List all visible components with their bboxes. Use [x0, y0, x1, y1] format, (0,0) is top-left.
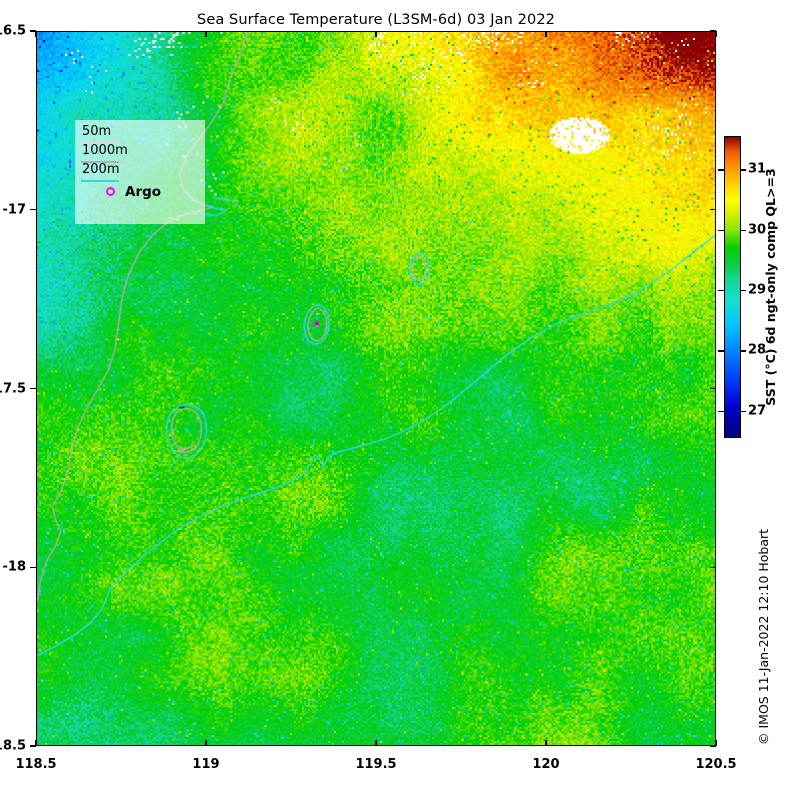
colorbar-tick-label: 30	[748, 222, 767, 238]
legend-line-50m	[81, 142, 119, 144]
x-axis-tick	[375, 740, 377, 746]
colorbar-gradient	[725, 137, 740, 437]
y-axis-tick-label: -18.5	[0, 738, 26, 754]
x-axis-tick	[35, 740, 37, 746]
y-axis-tick	[30, 209, 36, 211]
y-axis-tick	[30, 387, 36, 390]
x-axis-tick-label: 119.5	[355, 757, 397, 772]
figure-credit: © IMOS 11-Jan-2022 12:10 Hobart	[756, 528, 771, 745]
colorbar-title: SST (°C) 6d ngt-only comp QL>=3	[763, 168, 778, 406]
sst-colorbar	[724, 136, 741, 438]
x-axis-tick-label: 120.5	[695, 757, 737, 772]
legend-line-1000m	[81, 161, 119, 163]
y-axis-tick-label: -17	[2, 202, 27, 218]
legend-label-argo: Argo	[125, 184, 162, 200]
x-axis-tick-label: 120	[532, 757, 560, 772]
colorbar-tick-inner	[741, 410, 746, 413]
bathymetry-legend: 50m 1000m 200m Argo	[75, 120, 205, 224]
y-axis-tick-inner	[710, 30, 716, 32]
y-axis-tick-label: -18	[2, 559, 27, 575]
legend-line-200m	[81, 180, 119, 182]
x-axis-tick	[205, 31, 207, 37]
argo-marker-icon	[106, 187, 115, 196]
map-plot-area[interactable]: 50m 1000m 200m Argo	[36, 31, 716, 746]
y-axis-tick-inner	[710, 745, 716, 747]
y-axis-tick	[30, 745, 36, 747]
x-axis-tick-label: 119	[192, 757, 220, 772]
colorbar-tick-inner	[741, 229, 746, 231]
colorbar-tick-label: 27	[748, 403, 767, 419]
colorbar-tick	[718, 229, 724, 231]
x-axis-tick-label: 118.5	[15, 757, 57, 772]
legend-label-200m: 200m	[82, 162, 120, 177]
colorbar-tick-inner	[741, 350, 746, 352]
x-axis-tick	[715, 31, 717, 37]
colorbar-tick	[718, 410, 724, 413]
y-axis-tick	[30, 566, 36, 568]
x-axis-tick	[375, 31, 377, 37]
y-axis-tick-label: -16.5	[0, 23, 26, 39]
legend-label-50m: 50m	[82, 124, 112, 139]
x-axis-tick	[35, 31, 37, 37]
x-axis-tick	[545, 740, 547, 746]
figure-title: Sea Surface Temperature (L3SM-6d) 03 Jan…	[197, 12, 555, 28]
colorbar-tick-inner	[741, 290, 746, 292]
x-axis-tick	[545, 31, 547, 37]
x-axis-tick	[205, 740, 207, 746]
colorbar-tick	[718, 290, 724, 292]
y-axis-tick-inner	[710, 209, 716, 211]
colorbar-tick-label: 28	[748, 342, 767, 358]
colorbar-tick-inner	[741, 169, 746, 171]
colorbar-tick-label: 31	[748, 161, 767, 177]
y-axis-tick-label: -17.5	[0, 381, 26, 396]
colorbar-tick	[718, 169, 724, 171]
colorbar-tick	[718, 350, 724, 352]
y-axis-tick-inner	[710, 387, 716, 390]
y-axis-tick	[30, 30, 36, 32]
y-axis-tick-inner	[710, 566, 716, 568]
colorbar-tick-label: 29	[748, 282, 767, 298]
legend-label-1000m: 1000m	[82, 143, 128, 158]
x-axis-tick	[715, 740, 717, 746]
